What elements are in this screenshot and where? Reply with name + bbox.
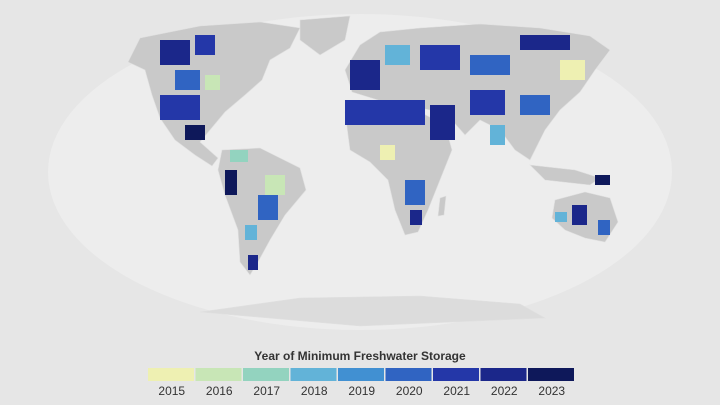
patch	[160, 40, 190, 65]
patch	[160, 95, 200, 120]
patch	[205, 75, 220, 90]
legend-label: 2018	[301, 384, 328, 398]
patch	[470, 55, 510, 75]
patch	[350, 60, 380, 90]
patch	[175, 70, 200, 90]
legend-label: 2015	[158, 384, 185, 398]
patch	[520, 35, 570, 50]
legend-label: 2019	[348, 384, 375, 398]
madagascar	[437, 195, 447, 217]
patch	[265, 175, 285, 195]
greenland	[299, 15, 351, 56]
legend-swatch	[195, 368, 242, 381]
patch	[258, 195, 278, 220]
patch	[555, 212, 567, 222]
patch	[345, 100, 425, 125]
legend-swatch	[480, 368, 527, 381]
legend-swatch	[528, 368, 574, 381]
patch	[405, 180, 425, 205]
patch	[385, 45, 410, 65]
legend: Year of Minimum Freshwater Storage 2015 2…	[148, 349, 574, 398]
legend-label: 2023	[538, 384, 565, 398]
patch	[230, 150, 248, 162]
legend-title: Year of Minimum Freshwater Storage	[254, 349, 466, 363]
patch	[560, 60, 585, 80]
patch	[410, 210, 422, 225]
patch	[380, 145, 395, 160]
patch	[245, 225, 257, 240]
legend-label: 2021	[443, 384, 470, 398]
legend-swatch	[338, 368, 384, 381]
legend-swatch	[290, 368, 337, 381]
legend-label: 2016	[206, 384, 233, 398]
patch	[225, 170, 237, 195]
patch	[248, 255, 258, 270]
patch	[572, 205, 587, 225]
legend-swatch	[243, 368, 289, 381]
legend-swatch	[433, 368, 479, 381]
patch	[195, 35, 215, 55]
antarctica	[199, 295, 547, 327]
legend-label: 2017	[253, 384, 280, 398]
patch	[520, 95, 550, 115]
patch	[490, 125, 505, 145]
legend-swatch	[148, 368, 194, 381]
patch	[430, 105, 455, 140]
legend-label: 2020	[396, 384, 423, 398]
patch	[598, 220, 610, 235]
patch	[595, 175, 610, 185]
patch	[185, 125, 205, 140]
map	[48, 14, 672, 330]
legend-label: 2022	[491, 384, 518, 398]
patch	[420, 45, 460, 70]
patch	[470, 90, 505, 115]
data-patches	[160, 35, 610, 270]
legend-swatch	[385, 368, 432, 381]
